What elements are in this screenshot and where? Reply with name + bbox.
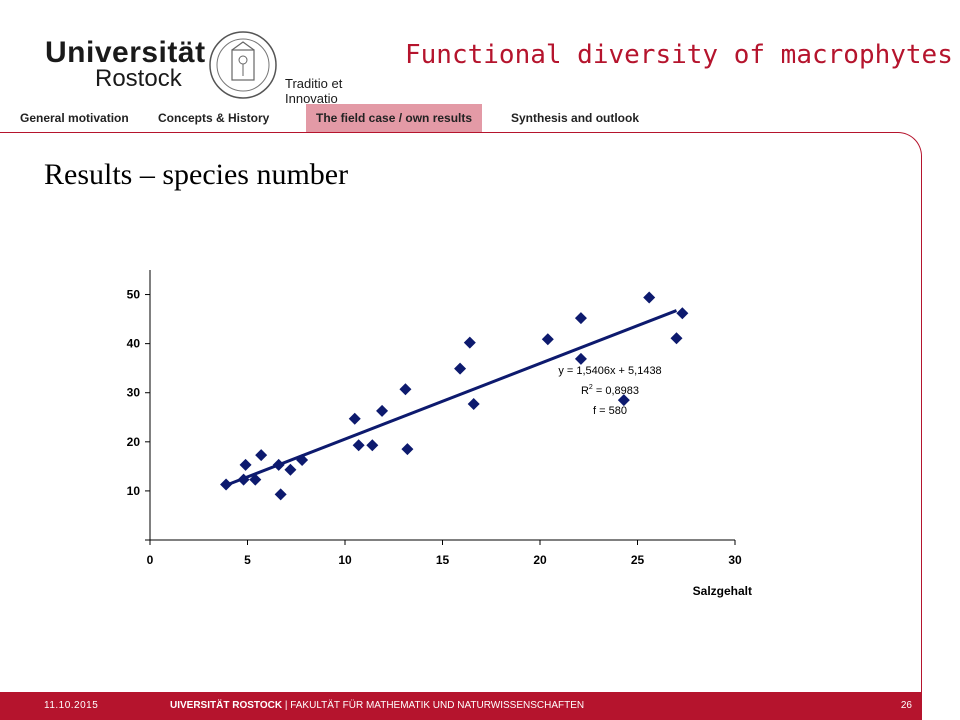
nav-item-synthesis-outlook[interactable]: Synthesis and outlook: [511, 111, 640, 125]
footer-bar: 11.10.2015 UIVERSITÄT ROSTOCK | FAKULTÄT…: [0, 692, 922, 720]
nav-item-concepts-history[interactable]: Concepts & History: [158, 111, 270, 125]
x-tick-label: 10: [338, 553, 352, 567]
data-point: [272, 458, 285, 471]
data-point: [574, 352, 587, 365]
r-squared-exponent: 2: [589, 384, 593, 391]
x-tick-label: 15: [436, 553, 450, 567]
data-point: [249, 473, 262, 486]
data-point: [541, 333, 554, 346]
data-point: [220, 478, 233, 491]
content-frame: [0, 132, 922, 692]
university-seal-icon: [209, 31, 277, 99]
data-point: [399, 383, 412, 396]
data-point: [676, 307, 689, 320]
university-name: Universität: [45, 36, 206, 69]
data-point: [366, 439, 379, 452]
data-point: [296, 453, 309, 466]
slide-title: Results – species number: [44, 158, 349, 191]
x-tick-label: 30: [728, 553, 742, 567]
university-city: Rostock: [95, 65, 182, 92]
footer-faculty: | FAKULTÄT FÜR MATHEMATIK UND NATURWISSE…: [282, 700, 585, 711]
data-point: [284, 463, 297, 476]
f-statistic-label: f = 580: [593, 405, 627, 417]
nav-item-general-motivation[interactable]: General motivation: [20, 111, 129, 125]
data-point: [454, 362, 467, 375]
regression-equation: y = 1,5406x + 5,1438: [558, 365, 661, 377]
x-tick-label: 25: [631, 553, 645, 567]
data-point: [670, 332, 683, 345]
data-point: [643, 291, 656, 304]
footer-date: 11.10.2015: [44, 700, 99, 711]
data-point: [239, 458, 252, 471]
section-nav: General motivation Concepts & History Th…: [0, 104, 960, 132]
data-point: [463, 336, 476, 349]
y-tick-label: 30: [127, 386, 141, 400]
data-point: [401, 443, 414, 456]
y-tick-label: 40: [127, 337, 141, 351]
trendline: [225, 309, 678, 487]
r-squared-label: R2 = 0,8983: [581, 384, 639, 397]
data-point: [274, 488, 287, 501]
presentation-title: Functional diversity of macrophytes: [405, 40, 953, 70]
data-point: [467, 398, 480, 411]
data-point: [352, 439, 365, 452]
y-tick-label: 20: [127, 435, 141, 449]
x-tick-label: 5: [244, 553, 251, 567]
y-tick-label: 50: [127, 288, 141, 302]
scatter-chart: 10 20 30 40 50 0 5 10 15 20 25 30 Salzgehalt y = 1,54…: [127, 270, 752, 598]
university-logo: Universität Rostock Traditio et Innovati…: [45, 30, 390, 106]
x-tick-label: 20: [533, 553, 547, 567]
data-point: [348, 412, 361, 425]
page-number: 26: [900, 700, 912, 711]
data-point: [617, 394, 630, 407]
footer-institution-name: UIVERSITÄT ROSTOCK: [170, 700, 283, 711]
footer-institution: UIVERSITÄT ROSTOCK | FAKULTÄT FÜR MATHEM…: [170, 700, 584, 711]
nav-item-field-case[interactable]: The field case / own results: [306, 104, 483, 132]
data-point: [237, 473, 250, 486]
data-point: [574, 312, 587, 325]
x-tick-label: 0: [147, 553, 154, 567]
university-motto: Traditio et Innovatio: [285, 76, 343, 106]
data-point: [376, 404, 389, 417]
r-squared-symbol: R: [581, 385, 589, 397]
x-axis-label: Salzgehalt: [693, 584, 752, 598]
y-tick-label: 10: [127, 484, 141, 498]
r-squared-value: = 0,8983: [593, 385, 639, 397]
data-point: [255, 449, 268, 462]
